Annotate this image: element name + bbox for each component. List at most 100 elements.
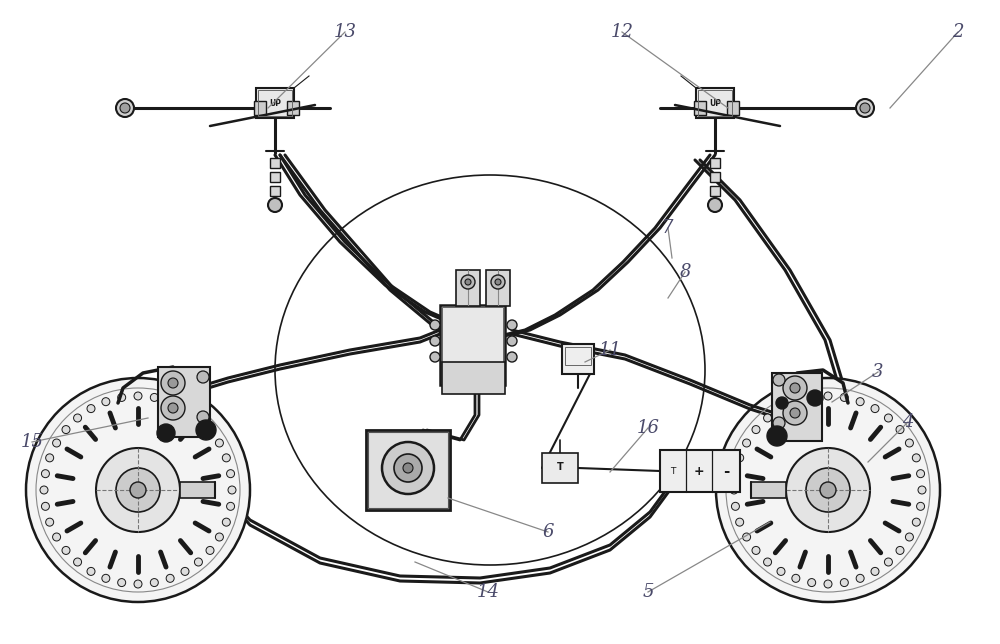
- Bar: [258, 90, 292, 116]
- Circle shape: [808, 393, 816, 401]
- Bar: [710, 158, 720, 168]
- Circle shape: [917, 469, 925, 478]
- Circle shape: [783, 376, 807, 400]
- Circle shape: [228, 486, 236, 494]
- Circle shape: [491, 275, 505, 289]
- Circle shape: [856, 397, 864, 406]
- Circle shape: [792, 397, 800, 406]
- Text: UP: UP: [709, 99, 721, 108]
- Circle shape: [871, 567, 879, 575]
- Circle shape: [731, 502, 739, 510]
- Text: 3: 3: [872, 363, 884, 381]
- Bar: [270, 172, 280, 182]
- Bar: [562, 344, 594, 374]
- Bar: [710, 172, 720, 182]
- Circle shape: [856, 99, 874, 117]
- Circle shape: [197, 411, 209, 423]
- Circle shape: [736, 454, 744, 462]
- Bar: [368, 432, 448, 508]
- Bar: [486, 270, 510, 306]
- Text: -: -: [723, 464, 729, 478]
- Circle shape: [507, 336, 517, 346]
- Bar: [270, 158, 280, 168]
- Circle shape: [87, 567, 95, 575]
- Circle shape: [150, 393, 158, 401]
- Circle shape: [743, 439, 751, 447]
- Circle shape: [46, 454, 54, 462]
- Circle shape: [884, 414, 892, 422]
- Circle shape: [134, 580, 142, 588]
- Circle shape: [905, 533, 913, 541]
- Circle shape: [116, 468, 160, 512]
- Circle shape: [430, 336, 440, 346]
- Circle shape: [912, 454, 920, 462]
- Circle shape: [806, 468, 850, 512]
- Circle shape: [824, 392, 832, 400]
- Circle shape: [53, 439, 61, 447]
- Circle shape: [917, 502, 925, 510]
- Circle shape: [430, 320, 440, 330]
- Circle shape: [840, 393, 848, 401]
- Circle shape: [181, 404, 189, 413]
- Circle shape: [194, 414, 202, 422]
- Circle shape: [168, 378, 178, 388]
- Bar: [442, 307, 503, 383]
- Bar: [366, 430, 450, 510]
- Circle shape: [96, 448, 180, 532]
- Circle shape: [41, 469, 49, 478]
- Circle shape: [215, 439, 223, 447]
- Bar: [270, 186, 280, 196]
- Bar: [456, 270, 480, 306]
- Circle shape: [792, 574, 800, 582]
- Circle shape: [918, 486, 926, 494]
- Circle shape: [786, 448, 870, 532]
- Text: 5: 5: [642, 583, 654, 601]
- Circle shape: [194, 558, 202, 566]
- Circle shape: [790, 383, 800, 393]
- Circle shape: [118, 393, 126, 401]
- Circle shape: [53, 533, 61, 541]
- Text: 6: 6: [542, 523, 554, 541]
- Circle shape: [871, 404, 879, 413]
- Circle shape: [856, 574, 864, 582]
- Bar: [710, 186, 720, 196]
- Circle shape: [62, 426, 70, 433]
- Bar: [158, 367, 210, 437]
- Circle shape: [166, 574, 174, 582]
- Bar: [256, 88, 294, 118]
- Text: 11: 11: [598, 341, 622, 359]
- Bar: [287, 101, 299, 115]
- Circle shape: [87, 404, 95, 413]
- Circle shape: [206, 546, 214, 554]
- Circle shape: [118, 578, 126, 587]
- Circle shape: [896, 546, 904, 554]
- Text: T: T: [557, 462, 563, 472]
- Circle shape: [157, 424, 175, 442]
- Circle shape: [74, 558, 82, 566]
- Text: UP: UP: [269, 99, 281, 108]
- Circle shape: [884, 558, 892, 566]
- Circle shape: [268, 198, 282, 212]
- Circle shape: [166, 397, 174, 406]
- Circle shape: [507, 320, 517, 330]
- Circle shape: [820, 482, 836, 498]
- Bar: [772, 373, 822, 441]
- Circle shape: [206, 426, 214, 433]
- Text: 13: 13: [334, 23, 356, 41]
- Bar: [440, 305, 505, 385]
- Circle shape: [382, 442, 434, 494]
- Circle shape: [161, 371, 185, 395]
- Bar: [694, 101, 706, 115]
- Text: 12: 12: [610, 23, 634, 41]
- Circle shape: [41, 502, 49, 510]
- Text: 8: 8: [679, 263, 691, 281]
- Circle shape: [394, 454, 422, 482]
- Circle shape: [783, 401, 807, 425]
- Bar: [565, 347, 591, 365]
- Circle shape: [102, 574, 110, 582]
- Bar: [660, 450, 740, 492]
- Circle shape: [465, 279, 471, 285]
- Circle shape: [215, 533, 223, 541]
- Bar: [442, 362, 505, 394]
- Circle shape: [403, 463, 413, 473]
